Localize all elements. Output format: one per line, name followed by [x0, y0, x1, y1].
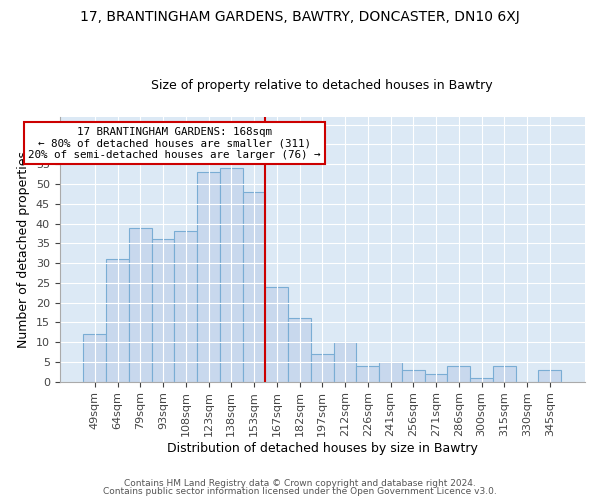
Bar [448, 366, 470, 382]
Bar [83, 334, 106, 382]
Bar [538, 370, 561, 382]
Bar [265, 287, 288, 382]
Bar [129, 228, 152, 382]
Bar [402, 370, 425, 382]
Bar [334, 342, 356, 382]
Bar [356, 366, 379, 382]
Text: Contains HM Land Registry data © Crown copyright and database right 2024.: Contains HM Land Registry data © Crown c… [124, 478, 476, 488]
Bar [425, 374, 448, 382]
Y-axis label: Number of detached properties: Number of detached properties [17, 151, 30, 348]
Text: 17 BRANTINGHAM GARDENS: 168sqm
← 80% of detached houses are smaller (311)
20% of: 17 BRANTINGHAM GARDENS: 168sqm ← 80% of … [28, 126, 321, 160]
Bar [311, 354, 334, 382]
Bar [220, 168, 242, 382]
Bar [175, 232, 197, 382]
Bar [197, 172, 220, 382]
Title: Size of property relative to detached houses in Bawtry: Size of property relative to detached ho… [151, 79, 493, 92]
Bar [470, 378, 493, 382]
Text: 17, BRANTINGHAM GARDENS, BAWTRY, DONCASTER, DN10 6XJ: 17, BRANTINGHAM GARDENS, BAWTRY, DONCAST… [80, 10, 520, 24]
Bar [152, 240, 175, 382]
Bar [288, 318, 311, 382]
Bar [106, 259, 129, 382]
Bar [242, 192, 265, 382]
Text: Contains public sector information licensed under the Open Government Licence v3: Contains public sector information licen… [103, 487, 497, 496]
X-axis label: Distribution of detached houses by size in Bawtry: Distribution of detached houses by size … [167, 442, 478, 455]
Bar [493, 366, 515, 382]
Bar [379, 362, 402, 382]
